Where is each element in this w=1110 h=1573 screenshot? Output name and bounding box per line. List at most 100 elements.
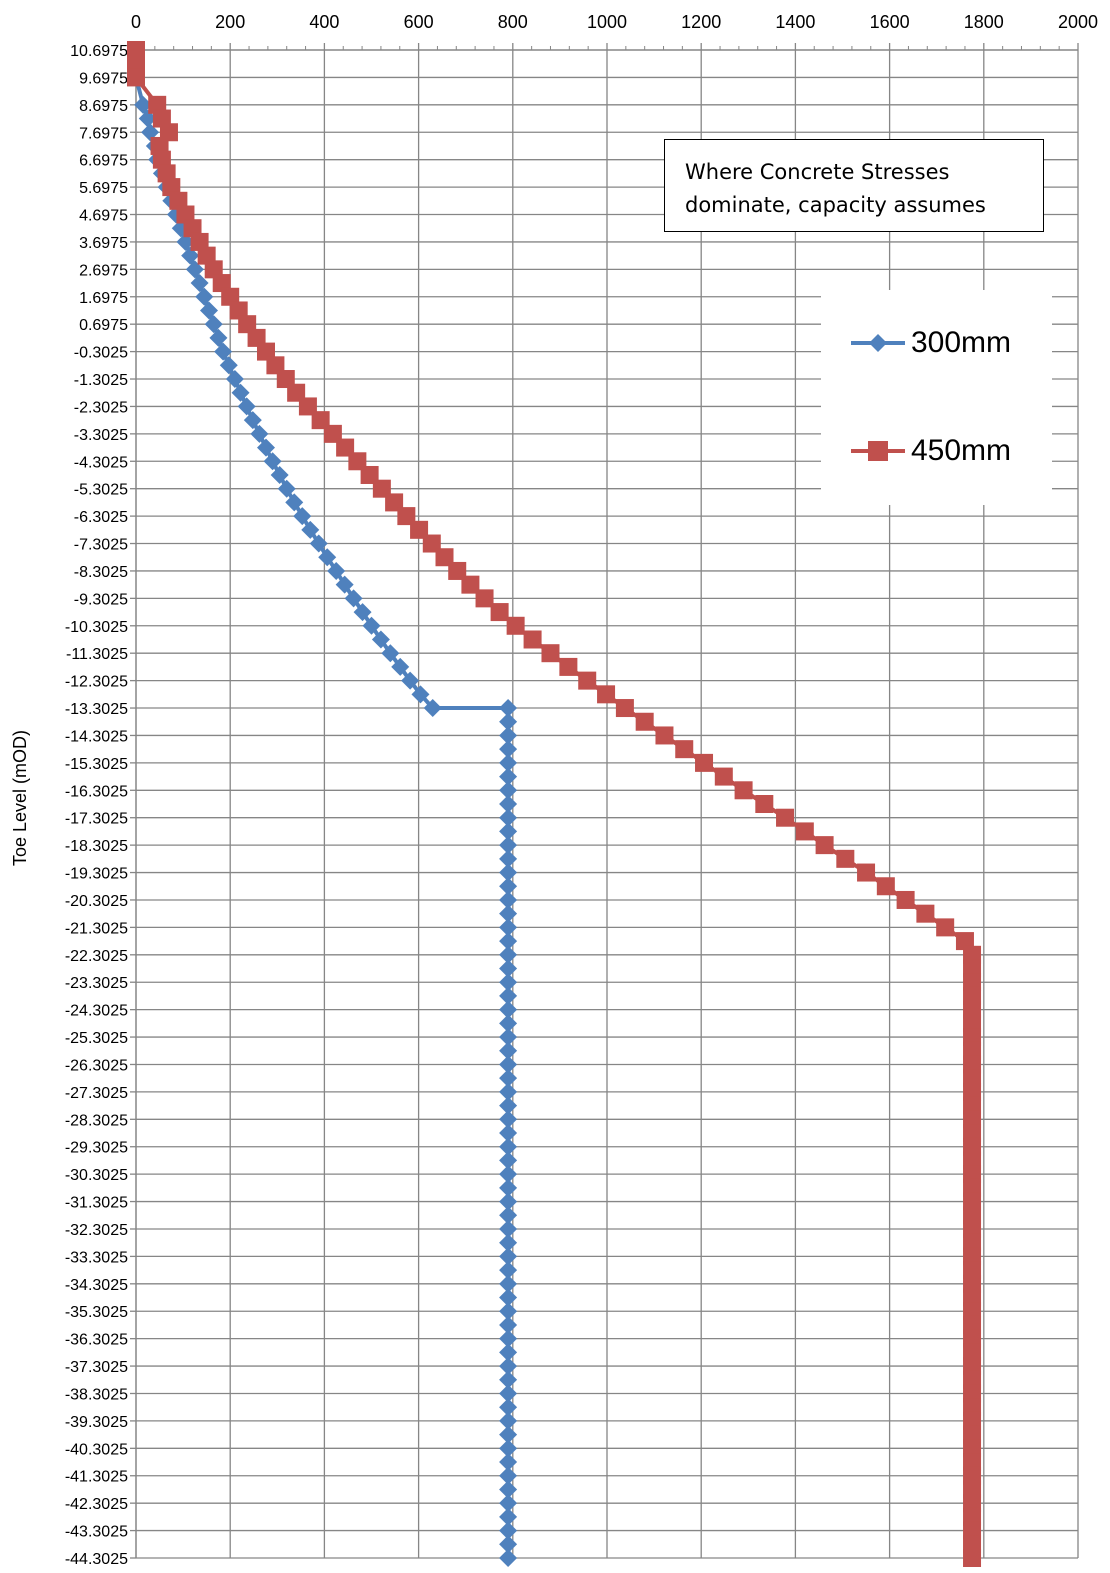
data-point [499,1535,518,1554]
y-tick-label: 8.6975 [79,98,128,115]
data-point [635,712,654,731]
data-point [734,781,753,800]
data-point [311,411,330,430]
data-point [461,575,480,594]
x-tick-label: 1000 [587,12,627,32]
data-point [578,671,597,690]
data-point [876,877,895,896]
data-point [499,1439,518,1458]
data-point [181,246,200,265]
data-point [955,932,974,951]
y-tick-label: 5.6975 [79,180,128,197]
x-tick-label: 1800 [964,12,1004,32]
y-tick-label: -17.3025 [65,811,128,828]
data-point [963,1549,982,1567]
data-point [499,1206,518,1225]
data-point [499,1261,518,1280]
data-point [655,726,674,745]
x-tick-label: 200 [215,12,245,32]
y-tick-label: -35.3025 [65,1304,128,1321]
data-point [963,1206,982,1225]
data-point [963,1453,982,1472]
data-point [963,1398,982,1417]
y-tick-label: 6.6975 [79,153,128,170]
data-point [795,822,814,841]
data-point [499,890,518,909]
data-point [152,150,171,169]
data-point [499,1507,518,1526]
data-point [134,95,153,114]
data-point [499,1425,518,1444]
data-point [499,740,518,759]
data-point [372,479,391,498]
y-tick-label: -21.3025 [65,920,128,937]
data-point [963,1178,982,1197]
data-point [214,342,233,361]
y-tick-label: -42.3025 [65,1496,128,1513]
series-450mm [127,41,982,1567]
data-point [499,1233,518,1252]
data-point [231,383,250,402]
data-point [963,1165,982,1184]
data-point [381,644,400,663]
data-point [360,465,379,484]
y-tick-label: -28.3025 [65,1112,128,1129]
data-point [183,219,202,238]
data-point [219,356,238,375]
data-point [225,370,244,389]
data-point [963,1274,982,1293]
data-point [541,644,560,663]
data-point [256,342,275,361]
data-point [499,781,518,800]
y-tick-label: 4.6975 [79,208,128,225]
data-point [499,1124,518,1143]
data-point [159,123,178,142]
data-point [776,808,795,827]
data-point [423,699,442,718]
y-tick-label: -11.3025 [66,646,128,663]
data-point [348,452,367,471]
y-tick-label: -33.3025 [65,1249,128,1266]
data-point [499,1110,518,1129]
y-tick-label: -10.3025 [65,619,128,636]
data-point [150,136,169,155]
data-point [499,1028,518,1047]
data-point [195,287,214,306]
data-point [499,1219,518,1238]
legend-item-300mm: 300mm [849,323,1011,363]
data-point [353,603,372,622]
annotation-box: Where Concrete Stresses dominate, capaci… [664,139,1044,232]
data-point [963,1343,982,1362]
data-point [963,1110,982,1129]
data-point [499,1398,518,1417]
data-point [385,493,404,512]
y-tick-label: -31.3025 [65,1195,128,1212]
data-point [190,274,209,293]
data-point [963,1000,982,1019]
data-point [499,808,518,827]
data-point [237,397,256,416]
data-point [963,1521,982,1540]
data-point [963,1466,982,1485]
y-tick-label: -37.3025 [65,1359,128,1376]
data-point [285,493,304,512]
y-tick-label: 10.6975 [70,43,128,60]
diamond-marker-icon [851,334,905,352]
data-point [499,1082,518,1101]
data-point [499,918,518,937]
y-tick-label: -15.3025 [65,756,128,773]
data-point [963,1370,982,1389]
data-point [523,630,542,649]
data-point [963,1507,982,1526]
data-point [499,877,518,896]
data-point [963,1411,982,1430]
y-tick-label: -5.3025 [74,482,128,499]
data-point [963,1329,982,1348]
data-point [559,657,578,676]
data-point [963,1028,982,1047]
y-tick-label: -27.3025 [65,1085,128,1102]
data-point [318,548,337,567]
series-layer [127,41,982,1567]
data-point [963,1302,982,1321]
